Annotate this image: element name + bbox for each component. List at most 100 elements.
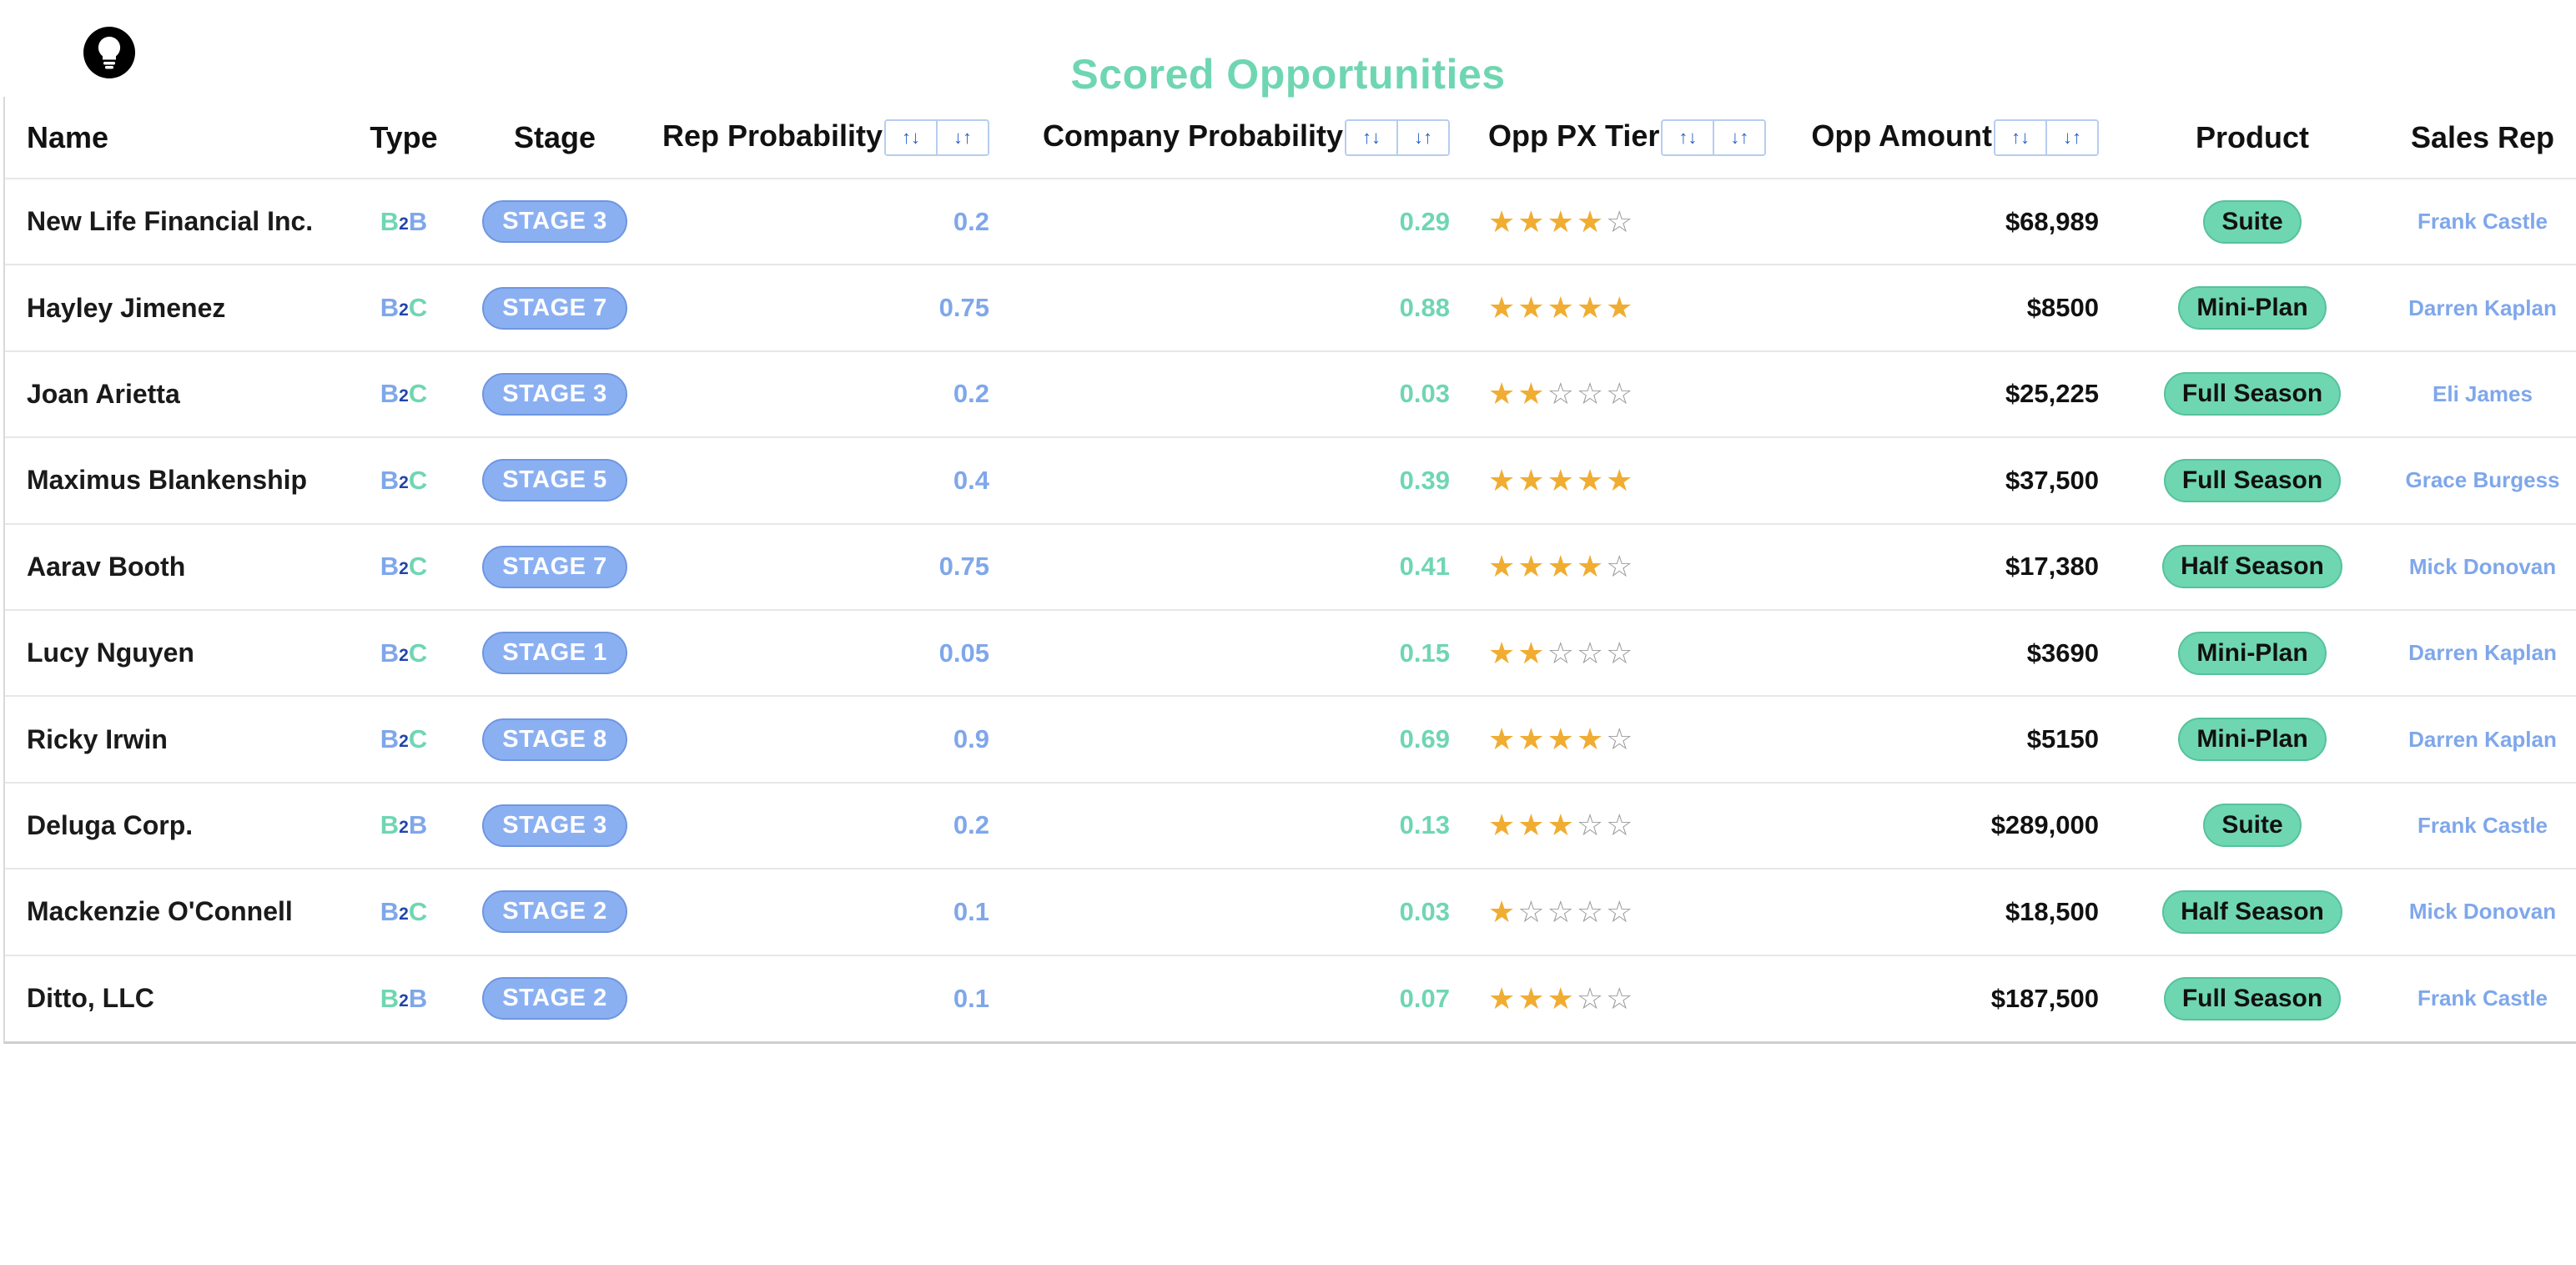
opportunity-name[interactable]: Lucy Nguyen <box>27 638 194 668</box>
star-filled-icon: ★ <box>1517 204 1545 239</box>
column-header-sales-rep[interactable]: Sales Rep <box>2410 119 2555 154</box>
stage-cell: STAGE 3 <box>467 351 642 437</box>
star-filled-icon: ★ <box>1547 290 1574 325</box>
type-badge: B2C <box>340 610 467 696</box>
type-from: B <box>380 638 400 668</box>
star-empty-icon: ☆ <box>1606 635 1633 670</box>
opportunity-name[interactable]: Hayley Jimenez <box>27 292 226 323</box>
product-cell: Half Season <box>2117 869 2387 955</box>
opp-px-tier-rating: ★★★★★ <box>1473 437 1760 523</box>
opp-amount-value: $8500 <box>2026 293 2099 323</box>
table-row[interactable]: Ricky Irwin B2C STAGE 8 0.9 0.69 ★★★★☆ $5150 Mi… <box>5 696 2576 782</box>
type-badge: B2B <box>340 783 467 869</box>
sort-descending-button[interactable]: ↓↑ <box>936 121 988 155</box>
table-row[interactable]: Joan Arietta B2C STAGE 3 0.2 0.03 ★★☆☆☆ $25,22… <box>5 350 2576 437</box>
type-to: C <box>408 724 428 754</box>
opportunity-name[interactable]: Aarav Booth <box>27 551 186 582</box>
star-filled-icon: ★ <box>1488 290 1516 325</box>
star-filled-icon: ★ <box>1488 808 1516 843</box>
type-to-separator: 2 <box>399 472 409 492</box>
star-filled-icon: ★ <box>1547 808 1574 843</box>
star-empty-icon: ☆ <box>1576 894 1604 929</box>
sales-rep-link[interactable]: Darren Kaplan <box>2408 640 2557 666</box>
sort-controls: ↑↓ ↓↑ <box>1994 119 2099 157</box>
stage-badge: STAGE 2 <box>482 890 627 934</box>
product-cell: Full Season <box>2117 437 2387 523</box>
opp-amount-value: $3690 <box>2026 638 2099 668</box>
opp-px-tier-rating: ★★☆☆☆ <box>1473 351 1760 437</box>
column-header-product[interactable]: Product <box>2195 119 2309 154</box>
sort-controls: ↑↓ ↓↑ <box>1345 119 1450 157</box>
opportunity-name[interactable]: Ricky Irwin <box>27 723 168 754</box>
opp-px-tier-rating: ★★★☆☆ <box>1473 783 1760 869</box>
column-header-name[interactable]: Name <box>27 119 109 154</box>
product-badge: Full Season <box>2163 458 2342 502</box>
lightbulb-icon[interactable] <box>83 27 135 78</box>
company-probability-value: 0.03 <box>1399 379 1450 409</box>
product-cell: Full Season <box>2117 351 2387 437</box>
sort-ascending-button[interactable]: ↑↓ <box>1346 121 1396 155</box>
star-empty-icon: ☆ <box>1606 549 1633 584</box>
sort-descending-button[interactable]: ↓↑ <box>2045 121 2097 155</box>
column-header-company-probability: Company Probability ↑↓ ↓↑ <box>1013 97 1473 179</box>
sales-rep-link[interactable]: Frank Castle <box>2417 812 2548 838</box>
sales-rep-link[interactable]: Mick Donovan <box>2408 553 2557 579</box>
product-badge: Mini-Plan <box>2178 631 2327 675</box>
star-empty-icon: ☆ <box>1517 894 1545 929</box>
product-cell: Mini-Plan <box>2117 265 2387 350</box>
table-row[interactable]: Lucy Nguyen B2C STAGE 1 0.05 0.15 ★★☆☆☆ $3690 M… <box>5 609 2576 696</box>
sales-rep-link[interactable]: Darren Kaplan <box>2408 726 2557 752</box>
stage-badge: STAGE 5 <box>482 459 627 502</box>
sort-ascending-button[interactable]: ↑↓ <box>1995 121 2045 155</box>
sales-rep-link[interactable]: Frank Castle <box>2417 209 2548 234</box>
sort-descending-button[interactable]: ↓↑ <box>1713 121 1765 155</box>
star-filled-icon: ★ <box>1606 462 1633 497</box>
type-to-separator: 2 <box>399 214 409 234</box>
product-badge: Suite <box>2203 804 2302 848</box>
company-probability-value: 0.03 <box>1399 896 1450 926</box>
sales-rep-link[interactable]: Grace Burgess <box>2405 467 2560 493</box>
rep-probability-value: 0.2 <box>953 206 989 236</box>
column-header-type[interactable]: Type <box>370 119 438 154</box>
sort-ascending-button[interactable]: ↑↓ <box>1663 121 1713 155</box>
table-row[interactable]: Mackenzie O'Connell B2C STAGE 2 0.1 0.03 ★☆☆☆… <box>5 869 2576 955</box>
stage-badge: STAGE 3 <box>482 804 627 847</box>
opportunity-name[interactable]: Mackenzie O'Connell <box>27 896 293 927</box>
opportunity-name[interactable]: Deluga Corp. <box>27 809 194 840</box>
column-header-opp-px-tier: Opp PX Tier ↑↓ ↓↑ <box>1473 97 1767 179</box>
type-to: C <box>408 552 428 582</box>
type-to-separator: 2 <box>399 904 409 924</box>
sort-descending-button[interactable]: ↓↑ <box>1396 121 1448 155</box>
type-from: B <box>380 552 400 582</box>
sales-rep-link[interactable]: Frank Castle <box>2417 985 2548 1011</box>
star-filled-icon: ★ <box>1488 635 1516 670</box>
company-probability-value: 0.07 <box>1399 983 1450 1013</box>
column-header-stage[interactable]: Stage <box>513 119 596 154</box>
sales-rep-link[interactable]: Eli James <box>2433 381 2533 406</box>
rep-probability-value: 0.75 <box>938 552 989 582</box>
type-badge: B2C <box>340 437 467 523</box>
rep-probability-value: 0.9 <box>953 724 989 754</box>
star-filled-icon: ★ <box>1576 722 1604 757</box>
table-row[interactable]: New Life Financial Inc. B2B STAGE 3 0.2 0.29… <box>5 179 2576 265</box>
sales-rep-link[interactable]: Darren Kaplan <box>2408 295 2557 320</box>
sales-rep-link[interactable]: Mick Donovan <box>2408 899 2557 925</box>
table-row[interactable]: Deluga Corp. B2B STAGE 3 0.2 0.13 ★★★☆☆ $289,0… <box>5 782 2576 869</box>
opportunity-name[interactable]: Ditto, LLC <box>27 983 154 1014</box>
opp-px-tier-rating: ★★★★★ <box>1473 265 1760 350</box>
type-from: B <box>380 983 400 1013</box>
star-empty-icon: ☆ <box>1576 980 1604 1016</box>
table-row[interactable]: Hayley Jimenez B2C STAGE 7 0.75 0.88 ★★★★★ $85… <box>5 265 2576 350</box>
opportunity-name[interactable]: Joan Arietta <box>27 378 180 409</box>
table-row[interactable]: Maximus Blankenship B2C STAGE 5 0.4 0.39 ★★★★… <box>5 437 2576 523</box>
sort-ascending-button[interactable]: ↑↓ <box>886 121 936 155</box>
table-row[interactable]: Ditto, LLC B2B STAGE 2 0.1 0.07 ★★★☆☆ $187,500… <box>5 955 2576 1041</box>
opportunity-name[interactable]: Maximus Blankenship <box>27 465 308 496</box>
type-from: B <box>380 810 400 840</box>
type-to: B <box>408 206 428 236</box>
table-row[interactable]: Aarav Booth B2C STAGE 7 0.75 0.41 ★★★★☆ $17,38… <box>5 523 2576 610</box>
stage-cell: STAGE 1 <box>467 610 642 696</box>
opportunity-name[interactable]: New Life Financial Inc. <box>27 206 314 237</box>
star-filled-icon: ★ <box>1488 204 1516 239</box>
opp-amount-value: $18,500 <box>2005 896 2099 926</box>
